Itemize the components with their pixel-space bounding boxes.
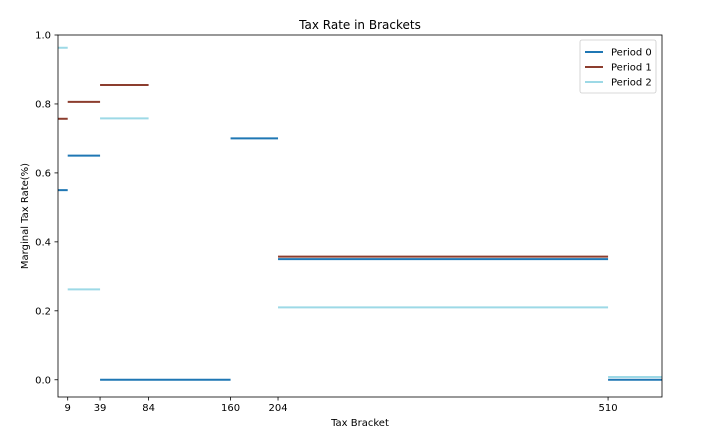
x-tick-label-3: 160: [221, 403, 240, 414]
legend: Period 0 Period 1 Period 2: [579, 39, 657, 94]
x-tick-label-2: 84: [142, 403, 155, 414]
plot-area: 9 39 84 160 204 510 0.0 0.2 0.4 0.6 0.8 1.0: [35, 31, 663, 414]
x-tick-label-5: 510: [599, 403, 618, 414]
y-tick-label-4: 0.8: [35, 99, 51, 110]
plot-frame: [57, 34, 663, 398]
y-tick-label-5: 1.0: [35, 31, 51, 42]
chart-title: Tax Rate in Brackets: [298, 18, 421, 32]
x-tick-label-0: 9: [65, 403, 71, 414]
legend-label-0: Period 0: [611, 48, 652, 59]
y-tick-label-3: 0.6: [35, 168, 51, 179]
legend-label-1: Period 1: [611, 63, 652, 74]
y-axis-label: Marginal Tax Rate(%): [20, 163, 31, 269]
x-axis-label: Tax Bracket: [330, 418, 389, 429]
legend-label-2: Period 2: [611, 78, 652, 89]
x-tick-label-1: 39: [94, 403, 107, 414]
legend-box: [579, 39, 657, 94]
y-tick-label-2: 0.4: [35, 237, 51, 248]
y-tick-label-0: 0.0: [35, 375, 51, 386]
x-tick-label-4: 204: [268, 403, 287, 414]
y-tick-label-1: 0.2: [35, 306, 51, 317]
